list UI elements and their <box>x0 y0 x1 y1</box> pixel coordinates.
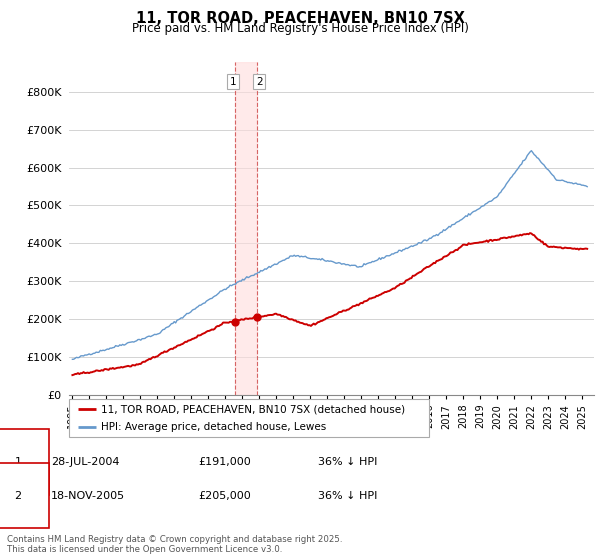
Text: 11, TOR ROAD, PEACEHAVEN, BN10 7SX (detached house): 11, TOR ROAD, PEACEHAVEN, BN10 7SX (deta… <box>101 404 406 414</box>
Text: 2: 2 <box>256 77 263 87</box>
Text: Contains HM Land Registry data © Crown copyright and database right 2025.
This d: Contains HM Land Registry data © Crown c… <box>7 535 343 554</box>
Text: £191,000: £191,000 <box>198 457 251 467</box>
Text: 36% ↓ HPI: 36% ↓ HPI <box>318 457 377 467</box>
Text: 36% ↓ HPI: 36% ↓ HPI <box>318 491 377 501</box>
Text: HPI: Average price, detached house, Lewes: HPI: Average price, detached house, Lewe… <box>101 422 326 432</box>
FancyBboxPatch shape <box>69 399 429 437</box>
Text: 1: 1 <box>230 77 236 87</box>
Text: 2: 2 <box>14 491 22 501</box>
Text: 28-JUL-2004: 28-JUL-2004 <box>51 457 119 467</box>
Text: Price paid vs. HM Land Registry's House Price Index (HPI): Price paid vs. HM Land Registry's House … <box>131 22 469 35</box>
Text: 18-NOV-2005: 18-NOV-2005 <box>51 491 125 501</box>
Text: £205,000: £205,000 <box>198 491 251 501</box>
Bar <box>235 62 257 395</box>
Text: 1: 1 <box>14 457 22 467</box>
Text: 11, TOR ROAD, PEACEHAVEN, BN10 7SX: 11, TOR ROAD, PEACEHAVEN, BN10 7SX <box>136 11 464 26</box>
